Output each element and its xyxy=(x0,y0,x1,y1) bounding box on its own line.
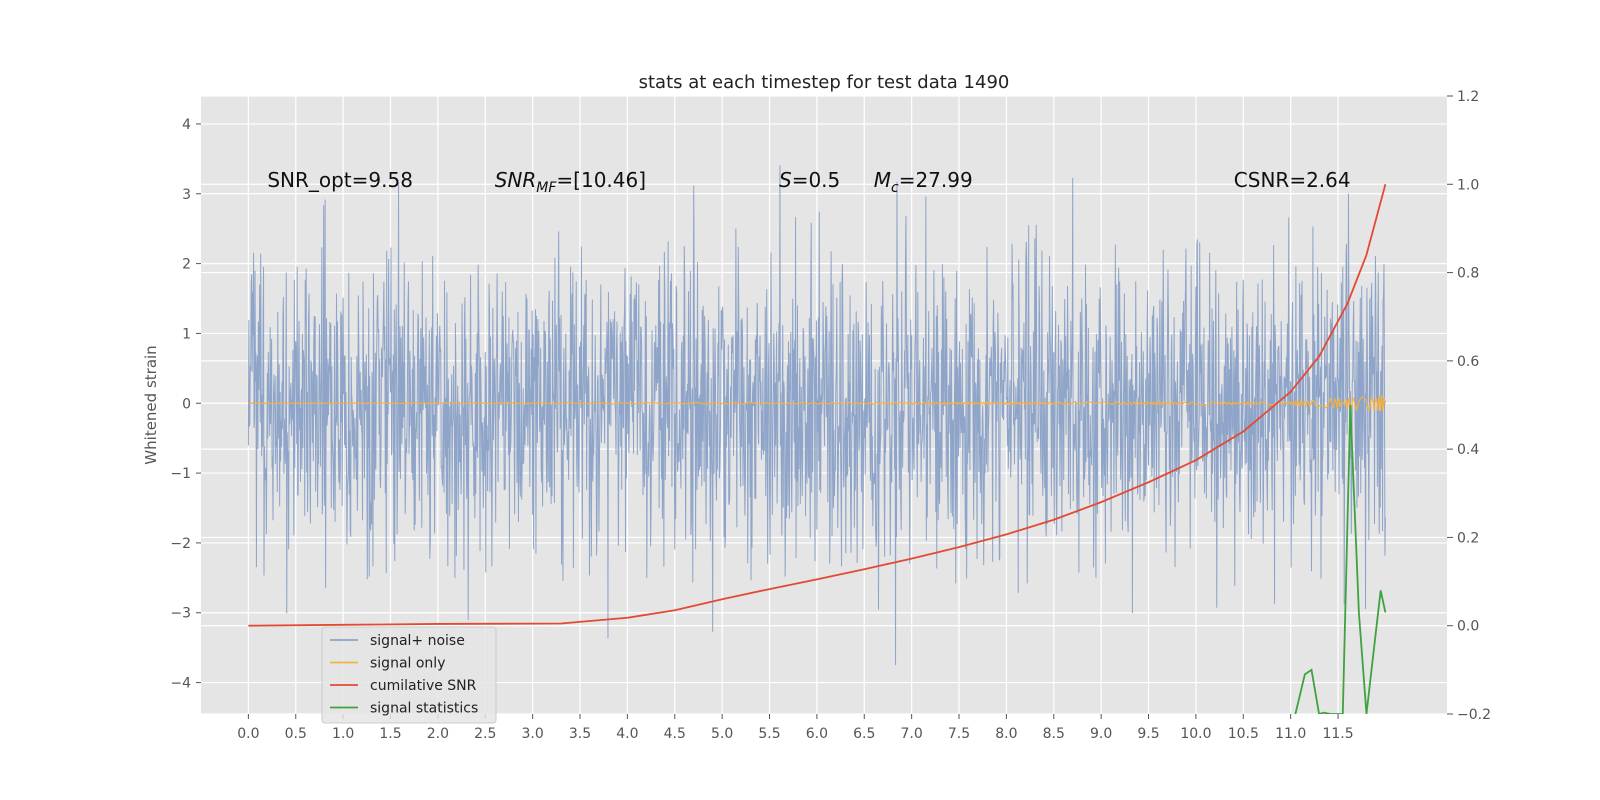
signal-noise-line xyxy=(247,165,1386,665)
signal-only-line xyxy=(248,395,1386,413)
annotation-value: =[10.46] xyxy=(556,168,646,192)
legend-label: signal only xyxy=(370,656,445,672)
y-tick-label: −1 xyxy=(170,466,191,482)
x-tick-label: 8.5 xyxy=(1043,726,1065,742)
x-tick-label: 4.0 xyxy=(616,726,638,742)
annotation-value: =27.99 xyxy=(899,168,973,192)
y-tick-label: 1 xyxy=(182,326,191,342)
annotation-text: SNR_opt=9.58 xyxy=(267,168,413,192)
x-tick-label: 0.5 xyxy=(285,726,307,742)
annotation-symbol: SNR xyxy=(495,168,537,192)
annotations: SNR_opt=9.58 SNRMF=[10.46] S=0.5 Mc=27.99 CS… xyxy=(267,168,1350,196)
annotation-text: SNRMF=[10.46] xyxy=(495,168,646,196)
y-tick-label: 3 xyxy=(182,187,191,203)
annotation-value: =0.5 xyxy=(792,168,841,192)
y-tick-label: 4 xyxy=(182,117,191,133)
x-tick-label: 11.0 xyxy=(1275,726,1306,742)
x-tick-label: 6.0 xyxy=(806,726,828,742)
annotation-text: Mc=27.99 xyxy=(874,168,973,196)
x-tick-label: 9.0 xyxy=(1090,726,1112,742)
x-tick-label: 0.0 xyxy=(237,726,259,742)
plot-area xyxy=(247,165,1387,714)
annotation-text: S=0.5 xyxy=(779,168,840,192)
x-tick-label: 2.5 xyxy=(474,726,496,742)
y-tick-label: 2 xyxy=(182,257,191,273)
signal-statistics-line xyxy=(1294,404,1387,714)
y2-tick-label: 0.8 xyxy=(1457,266,1479,282)
legend: signal+ noise signal only cumilative SNR si… xyxy=(321,626,497,724)
x-tick-label: 3.5 xyxy=(569,726,591,742)
x-tick-label: 10.0 xyxy=(1180,726,1211,742)
y2-tick-label: 1.2 xyxy=(1457,89,1479,105)
axes: 0.0 0.5 1.0 1.5 2.0 2.5 3.0 3.5 4.0 4.5 5.0 5.5 6.0 6… xyxy=(170,89,1491,742)
x-tick-label: 11.5 xyxy=(1322,726,1353,742)
y-tick-label: 0 xyxy=(182,396,191,412)
legend-box xyxy=(321,626,497,724)
x-tick-label: 7.0 xyxy=(901,726,923,742)
x-tick-label: 1.5 xyxy=(379,726,401,742)
x-tick-label: 3.0 xyxy=(522,726,544,742)
y-axis-label: Whitened strain xyxy=(142,345,160,464)
legend-label: signal+ noise xyxy=(370,633,465,649)
chart-title: stats at each timestep for test data 149… xyxy=(639,72,1010,93)
x-tick-label: 8.0 xyxy=(995,726,1017,742)
y-tick-label: −3 xyxy=(170,606,191,622)
x-tick-label: 7.5 xyxy=(948,726,970,742)
x-tick-label: 10.5 xyxy=(1228,726,1259,742)
legend-label: signal statistics xyxy=(370,701,478,717)
annotation-symbol: M xyxy=(874,168,891,192)
annotation-subscript: MF xyxy=(536,180,557,196)
y2-tick-label: 1.0 xyxy=(1457,177,1479,193)
x-tick-label: 5.5 xyxy=(758,726,780,742)
cumulative-snr-line xyxy=(248,184,1387,627)
annotation-text: CSNR=2.64 xyxy=(1234,168,1351,192)
y2-tick-label: 0.6 xyxy=(1457,354,1479,370)
x-tick-label: 6.5 xyxy=(853,726,875,742)
x-tick-label: 4.5 xyxy=(664,726,686,742)
y2-tick-label: −0.2 xyxy=(1457,707,1491,723)
y-tick-label: −4 xyxy=(170,676,191,692)
y2-tick-label: 0.4 xyxy=(1457,442,1479,458)
x-tick-label: 2.0 xyxy=(427,726,449,742)
x-tick-label: 5.0 xyxy=(711,726,733,742)
annotation-symbol: S xyxy=(779,168,792,192)
annotation-subscript: c xyxy=(891,180,899,196)
y2-tick-label: 0.0 xyxy=(1457,619,1479,635)
x-tick-label: 9.5 xyxy=(1137,726,1159,742)
x-tick-label: 1.0 xyxy=(332,726,354,742)
y2-tick-label: 0.2 xyxy=(1457,530,1479,546)
grid xyxy=(201,95,1447,715)
legend-label: cumilative SNR xyxy=(370,678,477,694)
y-tick-label: −2 xyxy=(170,536,191,552)
